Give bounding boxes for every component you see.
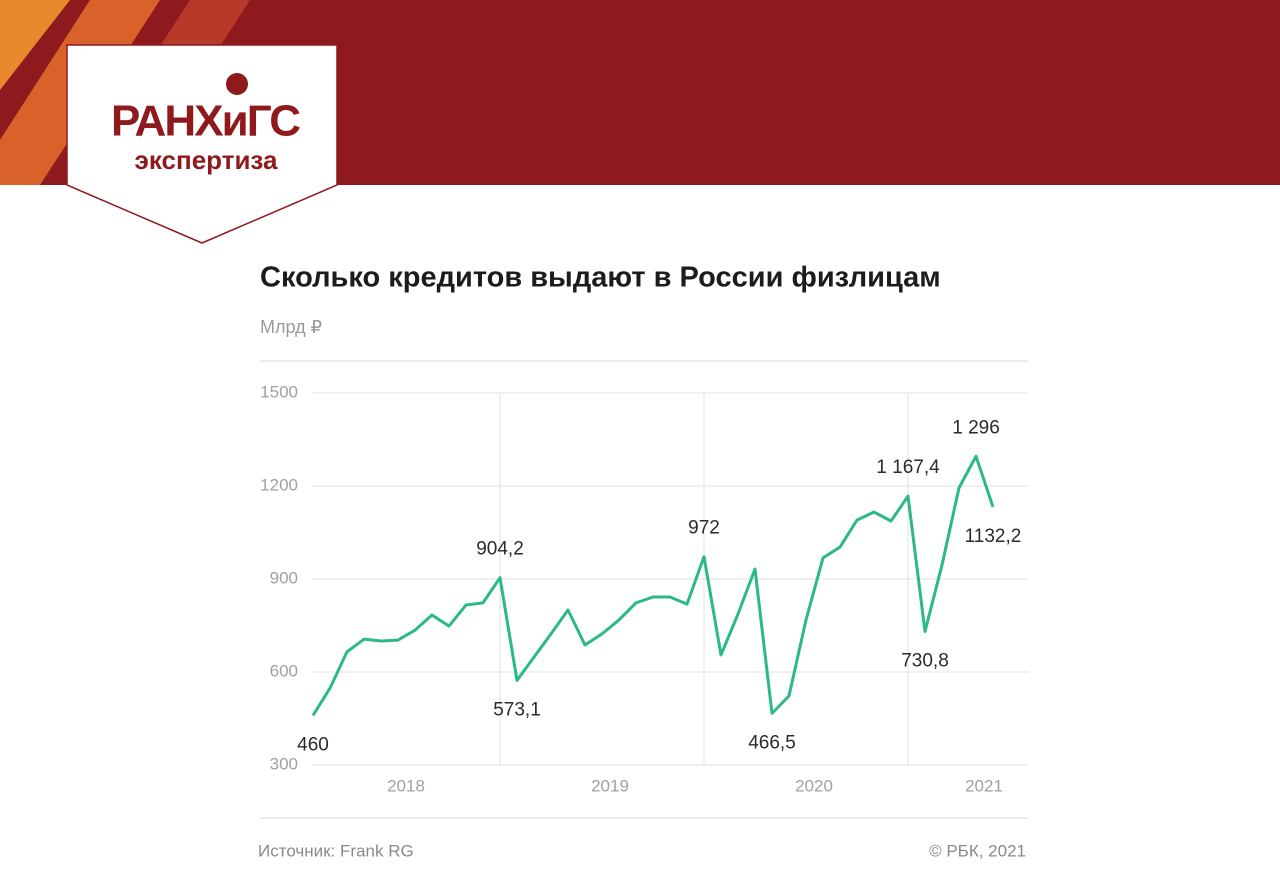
data-line <box>311 454 995 717</box>
credit: © РБК, 2021 <box>929 841 1026 860</box>
data-label: 1132,2 <box>965 526 1022 547</box>
x-tick-label: 2018 <box>387 776 425 795</box>
y-tick-label: 1500 <box>260 382 298 401</box>
logo-title: РАНХиГС <box>111 97 301 146</box>
plot: 300 600 900 1200 1500 2018 2019 2020 2021 460 904,… <box>260 382 1028 795</box>
data-label: 460 <box>297 734 329 755</box>
x-tick-label: 2019 <box>591 776 629 795</box>
data-label: 1 296 <box>952 417 1000 438</box>
data-label: 1 167,4 <box>876 457 940 478</box>
data-label: 466,5 <box>748 732 796 753</box>
y-tick-label: 300 <box>270 754 298 773</box>
y-tick-label: 900 <box>270 568 298 587</box>
data-label: 972 <box>688 518 720 539</box>
source: Источник: Frank RG <box>258 841 414 860</box>
logo-emblem <box>226 73 248 95</box>
logo-subtitle: экспертиза <box>135 145 278 175</box>
stripe <box>0 0 70 90</box>
x-tick-label: 2020 <box>795 776 833 795</box>
chart-subtitle: Млрд ₽ <box>260 317 322 337</box>
data-label: 730,8 <box>901 650 949 671</box>
y-tick-label: 1200 <box>260 475 298 494</box>
x-tick-label: 2021 <box>965 776 1003 795</box>
data-label: 904,2 <box>476 539 524 560</box>
logo-shield <box>66 44 338 244</box>
chart-title: Сколько кредитов выдают в России физлица… <box>260 262 941 294</box>
data-label: 573,1 <box>493 699 541 720</box>
y-tick-label: 600 <box>270 661 298 680</box>
